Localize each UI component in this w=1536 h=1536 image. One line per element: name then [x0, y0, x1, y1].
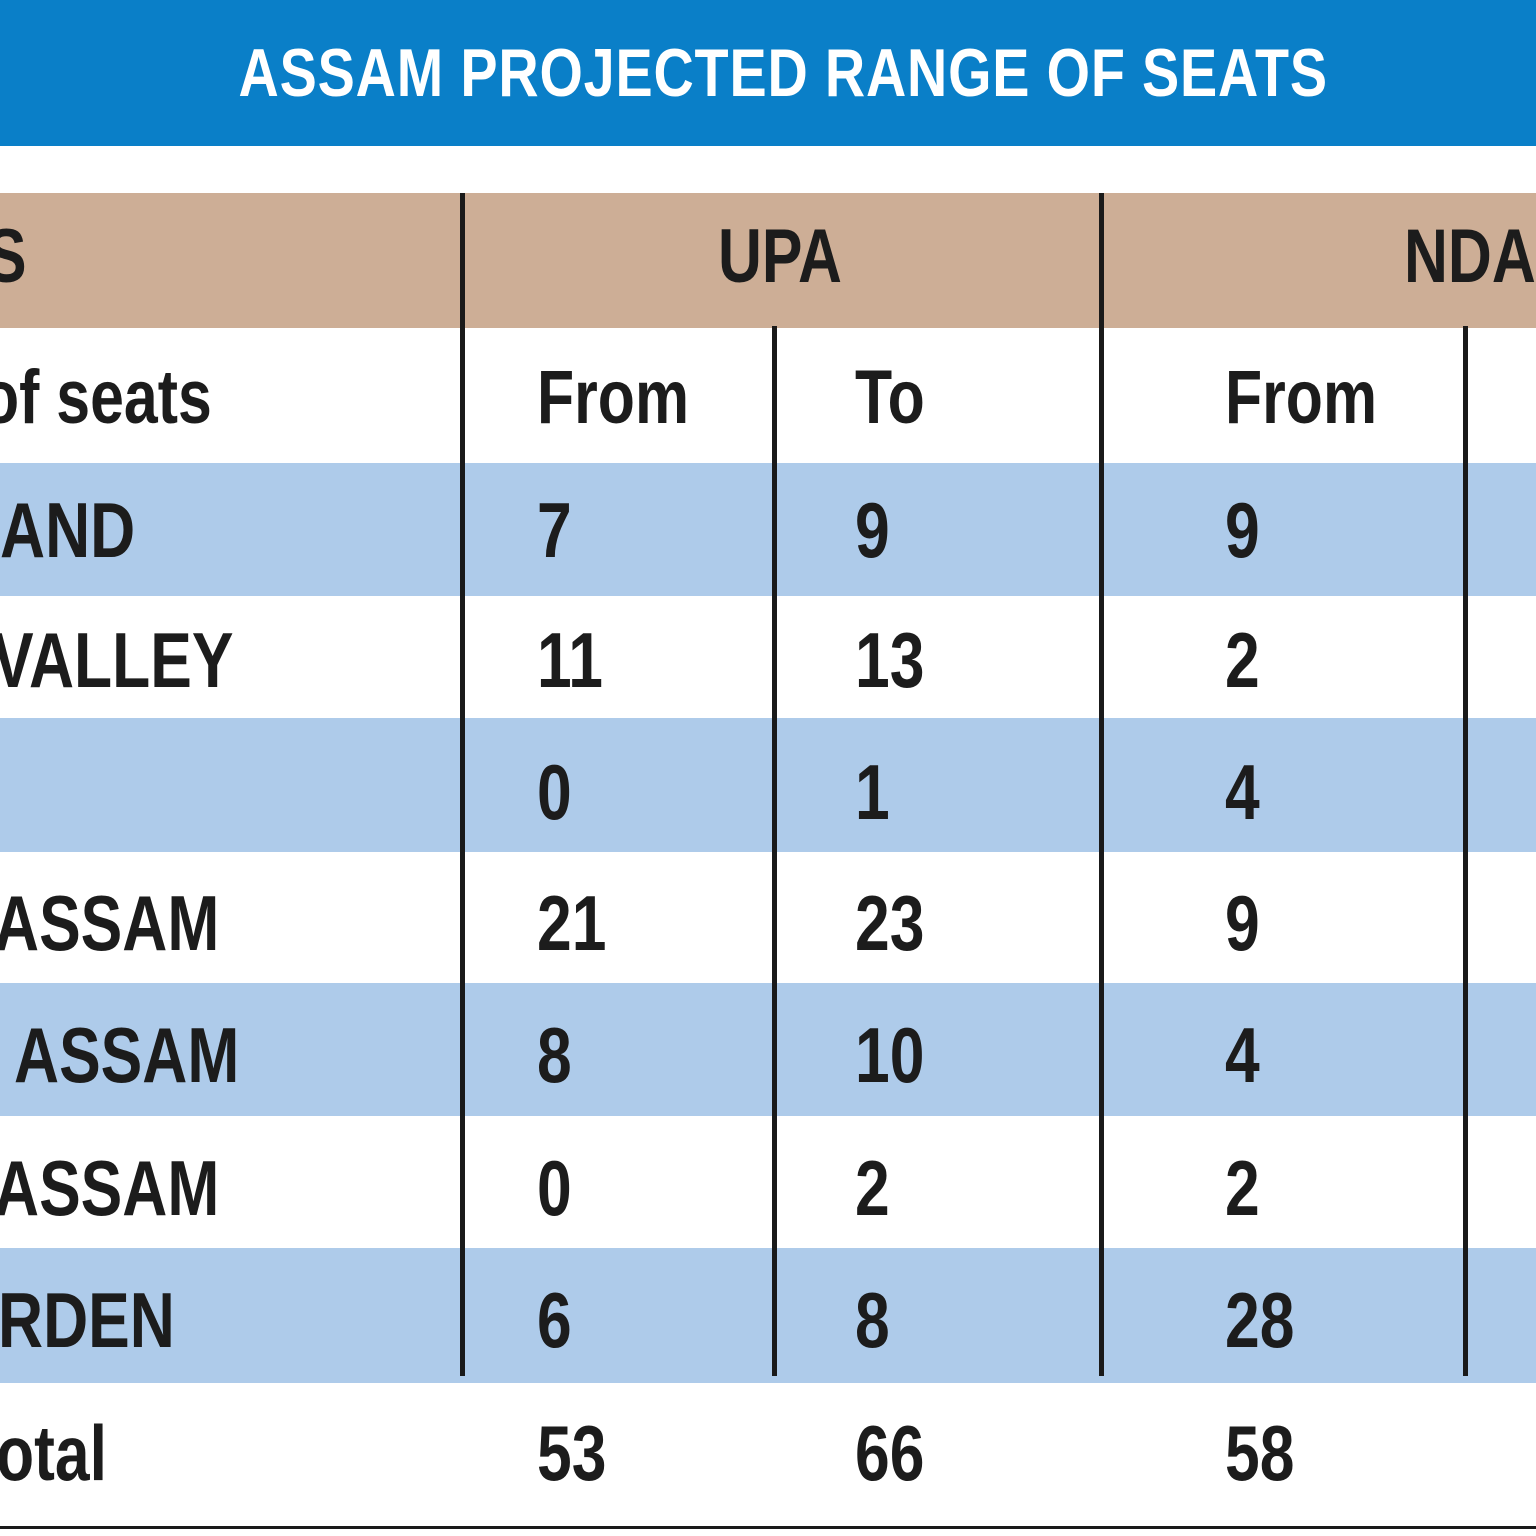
- row-nda-from: 9: [1225, 486, 1260, 574]
- upa-from-header: From: [537, 355, 689, 440]
- row-upa-from: 21: [537, 879, 607, 967]
- region-sub-header: of seats: [0, 355, 212, 440]
- total-upa-from: 53: [537, 1409, 607, 1497]
- group-header-row: S UPA NDA: [0, 193, 1536, 328]
- row-region: ASSAM: [0, 1144, 220, 1232]
- row-upa-from: 0: [537, 748, 572, 836]
- upa-to-header: To: [855, 355, 925, 440]
- row-nda-from: 4: [1225, 748, 1260, 836]
- row-upa-from: 11: [537, 616, 603, 704]
- row-upa-from: 7: [537, 486, 572, 574]
- row-region: ASSAM: [14, 1011, 240, 1099]
- row-upa-from: 8: [537, 1011, 572, 1099]
- total-upa-to: 66: [855, 1409, 925, 1497]
- column-divider: [772, 326, 777, 1376]
- table-row: VALLEY 11 13 2: [0, 596, 1536, 718]
- row-nda-from: 9: [1225, 879, 1260, 967]
- table-row: AND 7 9 9: [0, 463, 1536, 596]
- row-upa-to: 10: [855, 1011, 925, 1099]
- total-row: otal 53 66 58: [0, 1383, 1536, 1526]
- row-region: ASSAM: [0, 879, 220, 967]
- row-nda-from: 2: [1225, 616, 1260, 704]
- row-upa-to: 23: [855, 879, 925, 967]
- nda-from-header: From: [1225, 355, 1377, 440]
- table-row: ASSAM 21 23 9: [0, 852, 1536, 983]
- nda-group-header: NDA: [1404, 214, 1536, 299]
- row-upa-from: 0: [537, 1144, 572, 1232]
- row-upa-to: 2: [855, 1144, 890, 1232]
- title-banner: ASSAM PROJECTED RANGE OF SEATS: [0, 0, 1536, 146]
- row-region: AND: [0, 486, 136, 574]
- row-region: VALLEY: [0, 616, 234, 704]
- row-upa-to: 8: [855, 1276, 890, 1364]
- sub-header-row: of seats From To From: [0, 328, 1536, 463]
- row-upa-to: 13: [855, 616, 925, 704]
- row-nda-from: 2: [1225, 1144, 1260, 1232]
- table-row: 0 1 4: [0, 718, 1536, 852]
- total-label: otal: [0, 1409, 107, 1497]
- row-upa-to: 1: [855, 748, 890, 836]
- row-nda-from: 28: [1225, 1276, 1295, 1364]
- row-region: RDEN: [0, 1276, 175, 1364]
- total-nda-from: 58: [1225, 1409, 1295, 1497]
- table-row: RDEN 6 8 28: [0, 1248, 1536, 1383]
- row-nda-from: 4: [1225, 1011, 1260, 1099]
- table-bottom-rule: [0, 1526, 1536, 1529]
- column-divider: [1099, 193, 1104, 1376]
- region-group-header: S: [0, 219, 27, 295]
- table-row: ASSAM 8 10 4: [0, 983, 1536, 1116]
- row-upa-to: 9: [855, 486, 890, 574]
- row-upa-from: 6: [537, 1276, 572, 1364]
- upa-group-header: UPA: [718, 214, 842, 299]
- table-row: ASSAM 0 2 2: [0, 1116, 1536, 1248]
- table-title: ASSAM PROJECTED RANGE OF SEATS: [238, 35, 1328, 111]
- column-divider: [1463, 326, 1468, 1376]
- column-divider: [460, 193, 465, 1376]
